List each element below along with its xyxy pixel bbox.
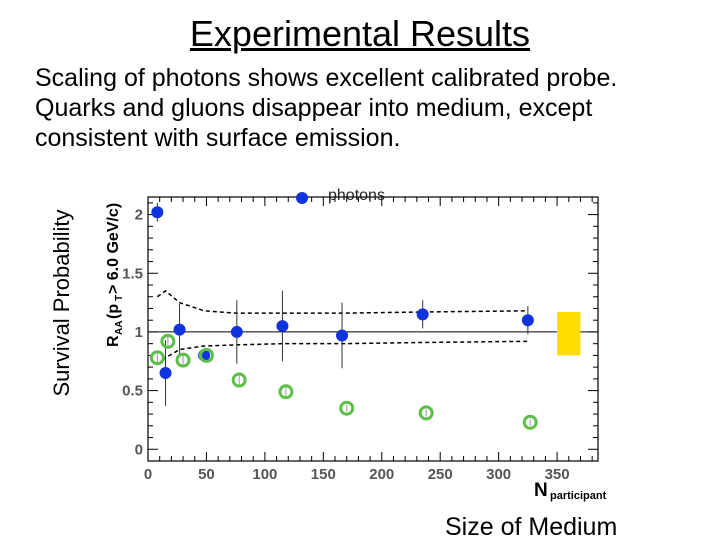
legend-photon-marker <box>296 192 308 204</box>
x-tick-label: 150 <box>311 466 336 483</box>
y-tick-label: 1.5 <box>122 265 143 282</box>
photon-point <box>159 367 172 379</box>
hadron-point <box>160 333 176 349</box>
hadron-point <box>418 405 434 421</box>
hadron-point <box>175 352 191 368</box>
y-axis-label-rest: (p <box>105 304 122 319</box>
x-tick-label: 200 <box>369 466 394 483</box>
hadron-point <box>149 350 165 366</box>
legend-photons-label: photons <box>328 187 385 204</box>
subtitle-line-3: consistent with surface emission. <box>35 124 401 152</box>
subtitle-line-2: Quarks and gluons disappear into medium,… <box>35 94 593 122</box>
x-axis-label-main: N <box>534 480 548 501</box>
x-tick-label: 0 <box>144 466 152 483</box>
upper-uncertainty-curve <box>156 289 528 314</box>
photon-point <box>521 314 534 327</box>
x-tick-label: 50 <box>198 466 215 483</box>
photon-point <box>151 206 164 219</box>
y-axis-label: RAA (p T > 6.0 GeV/c) <box>105 203 125 347</box>
hadron-point <box>231 372 247 388</box>
subtitle-line-1: Scaling of photons shows excellent calib… <box>35 64 618 92</box>
y-tick-label: 1 <box>135 324 143 341</box>
y-tick-label: 0.5 <box>122 383 143 400</box>
y-axis-label-sub: AA <box>114 321 125 335</box>
x-tick-label: 250 <box>428 466 453 483</box>
slide-title: Experimental Results <box>189 13 531 54</box>
photon-point <box>230 325 243 338</box>
y-tick-label: 2 <box>135 207 143 224</box>
x-tick-label: 350 <box>545 466 570 483</box>
hadron-point <box>278 384 294 400</box>
plot-frame <box>147 196 599 462</box>
x-axis-label-sub: participant <box>550 490 607 502</box>
y-tick-label: 0 <box>135 441 143 458</box>
subtitle: Scaling of photons shows excellent calib… <box>35 63 695 153</box>
raa-chart: 0 50 100 150 200 250 300 350 0 0.5 1 1.5 2 photons N pa… <box>105 187 607 502</box>
size-of-medium-label: Size of Medium <box>445 513 618 541</box>
hadron-point <box>198 347 214 363</box>
photon-point <box>336 329 349 342</box>
photon-point <box>276 320 289 333</box>
normalization-uncertainty-box <box>557 311 581 356</box>
hadron-point <box>522 414 538 430</box>
survival-probability-label: Survival Probability <box>49 209 74 397</box>
y-axis-label-main: R <box>105 335 122 347</box>
photon-point <box>173 323 186 336</box>
photon-point <box>416 308 429 321</box>
y-axis-label-sub2: T <box>114 295 125 301</box>
x-tick-label: 100 <box>252 466 277 483</box>
x-tick-label: 300 <box>486 466 511 483</box>
y-axis-label-tail: > 6.0 GeV/c) <box>105 203 122 294</box>
hadron-point <box>339 400 355 416</box>
